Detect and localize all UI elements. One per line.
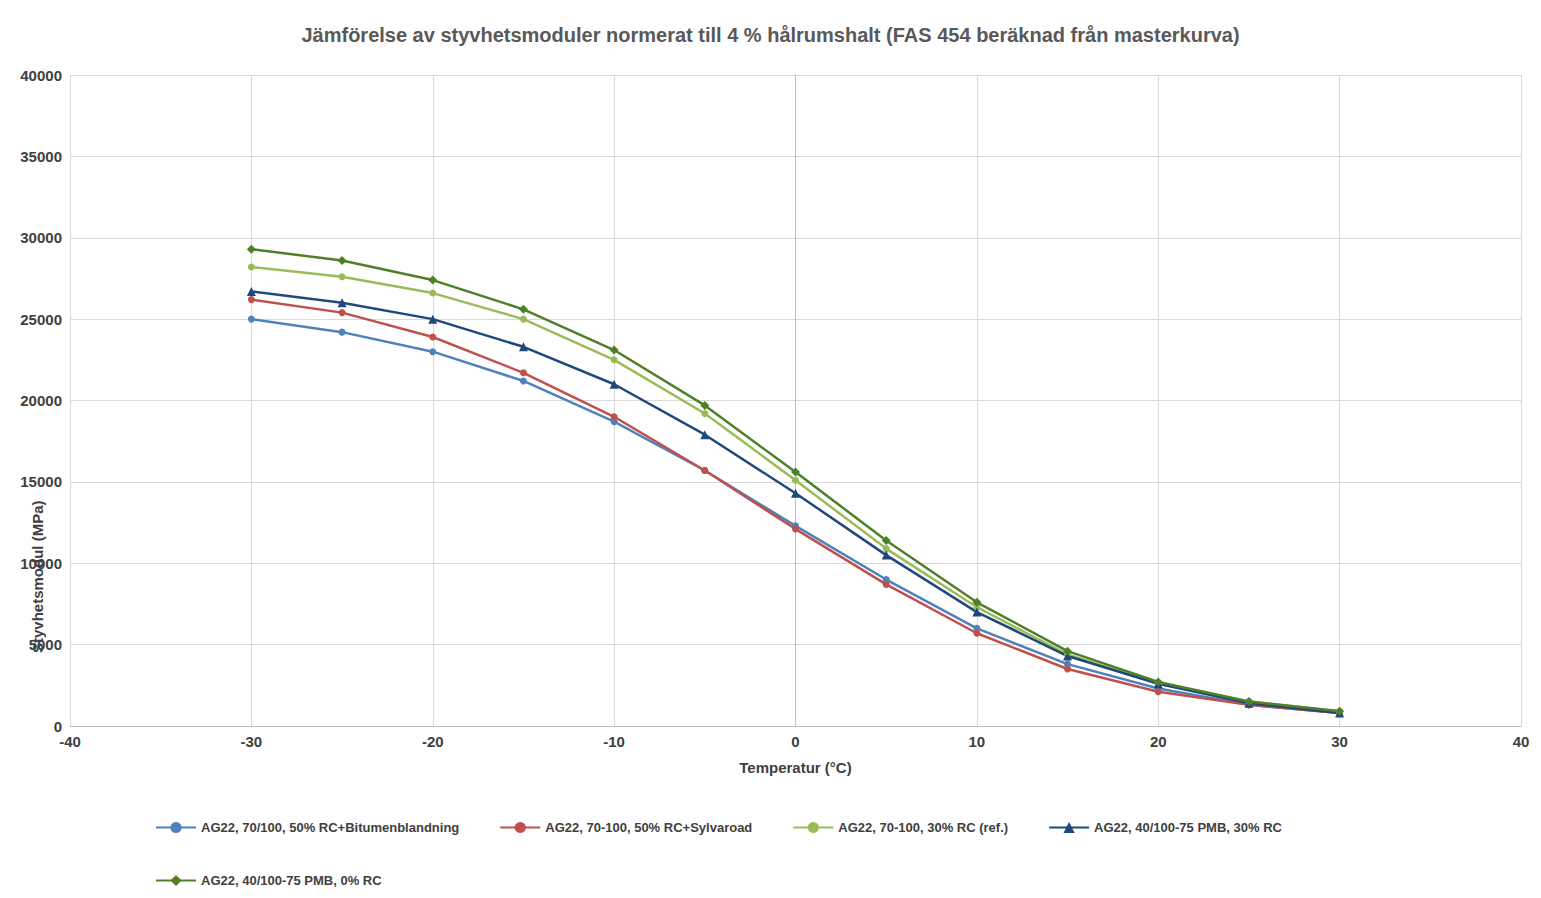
svg-text:20000: 20000 (20, 392, 62, 409)
svg-text:Jämförelse av styvhetsmoduler: Jämförelse av styvhetsmoduler normerat t… (301, 24, 1239, 46)
svg-text:AG22, 70-100, 30% RC (ref.): AG22, 70-100, 30% RC (ref.) (838, 820, 1008, 835)
svg-text:10: 10 (969, 733, 986, 750)
svg-text:AG22, 40/100-75 PMB, 0% RC: AG22, 40/100-75 PMB, 0% RC (201, 873, 382, 888)
svg-text:30: 30 (1331, 733, 1348, 750)
svg-text:20: 20 (1150, 733, 1167, 750)
svg-text:-40: -40 (59, 733, 81, 750)
svg-text:Styvhetsmodul (MPa): Styvhetsmodul (MPa) (29, 500, 46, 653)
svg-text:AG22, 70-100, 50% RC+Sylvaroad: AG22, 70-100, 50% RC+Sylvaroad (545, 820, 752, 835)
svg-text:40: 40 (1513, 733, 1530, 750)
svg-text:10000: 10000 (20, 555, 62, 572)
svg-text:0: 0 (54, 718, 62, 735)
svg-text:15000: 15000 (20, 473, 62, 490)
svg-text:-20: -20 (422, 733, 444, 750)
svg-text:-30: -30 (241, 733, 263, 750)
svg-text:-10: -10 (603, 733, 625, 750)
svg-text:40000: 40000 (20, 67, 62, 84)
svg-text:25000: 25000 (20, 311, 62, 328)
svg-text:5000: 5000 (29, 636, 62, 653)
svg-text:0: 0 (791, 733, 799, 750)
svg-text:AG22, 70/100, 50% RC+Bitumenbl: AG22, 70/100, 50% RC+Bitumenblandning (201, 820, 459, 835)
svg-text:Temperatur (°C): Temperatur (°C) (739, 759, 851, 776)
svg-text:35000: 35000 (20, 148, 62, 165)
svg-text:AG22, 40/100-75 PMB, 30% RC: AG22, 40/100-75 PMB, 30% RC (1094, 820, 1282, 835)
svg-text:30000: 30000 (20, 229, 62, 246)
